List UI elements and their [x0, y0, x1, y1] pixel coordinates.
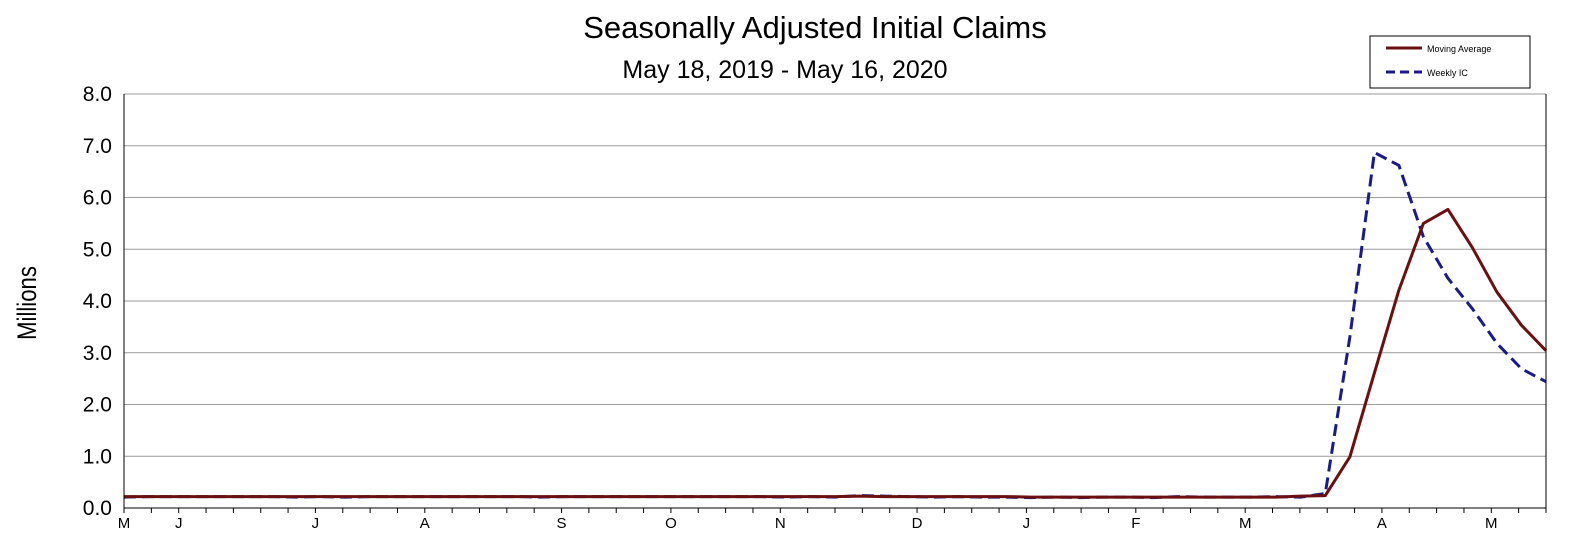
x-tick-label: M — [1485, 515, 1498, 532]
x-tick-label: M — [1239, 515, 1252, 532]
x-tick-label: J — [312, 515, 320, 532]
y-tick-label: 5.0 — [83, 238, 112, 261]
x-tick-label: N — [775, 515, 786, 532]
series-line-weekly-ic — [123, 151, 1547, 500]
y-tick-label: 2.0 — [83, 394, 112, 417]
x-tick-label: D — [912, 515, 923, 532]
x-tick-label: O — [665, 515, 677, 532]
y-tick-label: 6.0 — [83, 187, 112, 210]
x-tick-label: A — [420, 515, 430, 532]
x-tick-label: S — [557, 515, 567, 532]
grid — [124, 93, 1546, 457]
series-lines — [123, 151, 1548, 500]
x-tick-label: M — [118, 515, 131, 532]
x-tick-label: F — [1131, 515, 1140, 532]
chart-title: Seasonally Adjusted Initial Claims — [583, 10, 1047, 45]
x-tick-label: J — [175, 515, 183, 532]
y-tick-label: 1.0 — [83, 445, 112, 468]
legend: Moving Average Weekly IC — [1369, 35, 1531, 89]
y-axis-label: Millions — [13, 266, 43, 340]
legend-box — [1369, 35, 1531, 89]
y-tick-label: 4.0 — [83, 290, 112, 313]
y-tick-label: 0.0 — [83, 497, 112, 520]
legend-label-weekly-ic: Weekly IC — [1427, 68, 1468, 78]
y-tick-label: 8.0 — [83, 83, 112, 106]
y-tick-label: 3.0 — [83, 342, 112, 365]
x-tick-label: A — [1377, 515, 1387, 532]
y-tick-labels: 0.0 1.0 2.0 3.0 4.0 5.0 6.0 7.0 8.0 — [83, 83, 112, 520]
chart-subtitle: May 18, 2019 - May 16, 2020 — [622, 56, 947, 84]
series-line-moving-average — [124, 207, 1548, 499]
y-tick-label: 7.0 — [83, 135, 112, 158]
x-tick-label: J — [1023, 515, 1031, 532]
legend-label-moving-average: Moving Average — [1427, 44, 1491, 54]
